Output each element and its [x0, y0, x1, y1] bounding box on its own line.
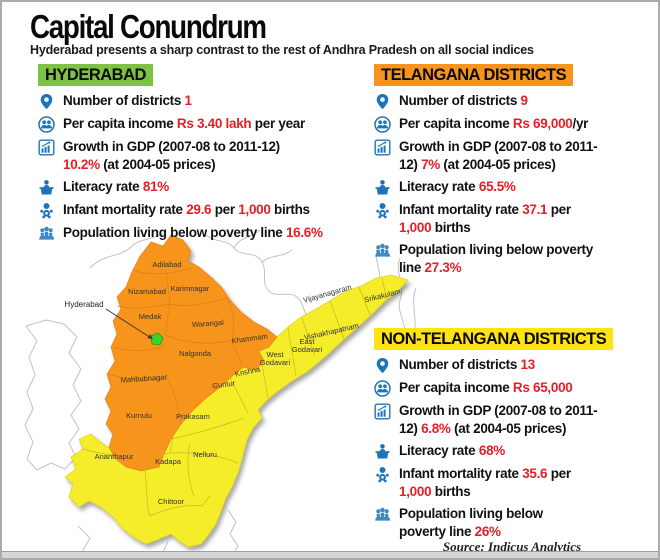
- stat-row: Literacy rate 81%: [38, 178, 360, 196]
- stat-row: Per capita income Rs 69,000/yr: [374, 115, 636, 133]
- stat-text: Population living below poverty line 26%: [399, 506, 543, 539]
- people-icon: [38, 116, 55, 133]
- literacy-icon: [374, 179, 391, 196]
- population-icon: [374, 242, 391, 259]
- population-icon: [38, 225, 55, 242]
- stat-row: Literacy rate 68%: [374, 442, 650, 460]
- district-label: Adilabad: [152, 260, 181, 269]
- stat-text: Infant mortality rate 35.6 per 1,000 birt…: [399, 466, 571, 499]
- literacy-icon: [38, 179, 55, 196]
- section-hyderabad: HYDERABAD Number of districts 1 Per capit…: [38, 64, 360, 242]
- literacy-icon: [374, 443, 391, 460]
- page-subtitle: Hyderabad presents a sharp contrast to t…: [30, 43, 534, 57]
- stat-text: Growth in GDP (2007-08 to 2011-12) 10.2% …: [63, 139, 280, 172]
- section-non-telangana: NON-TELANGANA DISTRICTS Number of distri…: [374, 328, 650, 540]
- stat-text: Infant mortality rate 29.6 per 1,000 bir…: [63, 202, 310, 217]
- district-label: Kurnulu: [126, 411, 152, 420]
- hyderabad-callout: Hyderabad: [64, 300, 153, 339]
- section-header-telangana: TELANGANA DISTRICTS: [374, 64, 574, 86]
- hyderabad-callout-label: Hyderabad: [64, 300, 103, 309]
- telangana-region: [104, 234, 278, 472]
- stat-text: Literacy rate 81%: [63, 179, 169, 194]
- stat-text: Population living below poverty line 27.3…: [399, 242, 593, 275]
- stat-row: Number of districts 13: [374, 356, 650, 374]
- baby-icon: [38, 202, 55, 219]
- stat-row: Population living below poverty line 26%: [374, 505, 650, 540]
- stat-row: Growth in GDP (2007-08 to 2011- 12) 7% (a…: [374, 138, 636, 173]
- stat-row: Per capita income Rs 3.40 lakh per year: [38, 115, 360, 133]
- stat-text: Per capita income Rs 69,000/yr: [399, 116, 589, 131]
- hyderabad-city-region: [150, 332, 164, 346]
- stat-text: Per capita income Rs 65,000: [399, 380, 573, 395]
- district-label: Chittoor: [158, 497, 185, 506]
- stat-text: Population living below poverty line 16.…: [63, 225, 323, 240]
- baby-icon: [374, 202, 391, 219]
- stat-text: Growth in GDP (2007-08 to 2011- 12) 6.8% …: [399, 403, 598, 436]
- people-icon: [374, 116, 391, 133]
- stat-row: Number of districts 1: [38, 92, 360, 110]
- pin-icon: [374, 357, 391, 374]
- people-icon: [374, 380, 391, 397]
- chart-icon: [38, 139, 55, 156]
- telangana-district-borders: [108, 267, 244, 425]
- stat-rows: Number of districts 1 Per capita income R…: [38, 92, 360, 242]
- stat-text: Infant mortality rate 37.1 per 1,000 birt…: [399, 202, 571, 235]
- district-label: Nalgonda: [179, 349, 212, 358]
- bottom-border-strip: [2, 551, 658, 558]
- stat-row: Per capita income Rs 65,000: [374, 379, 650, 397]
- district-label: Prakasam: [176, 412, 210, 421]
- stat-rows: Number of districts 13 Per capita income …: [374, 356, 650, 540]
- stat-row: Infant mortality rate 37.1 per 1,000 birt…: [374, 201, 636, 236]
- stat-text: Number of districts 9: [399, 93, 528, 108]
- stat-text: Literacy rate 65.5%: [399, 179, 516, 194]
- stat-row: Growth in GDP (2007-08 to 2011- 12) 6.8% …: [374, 402, 650, 437]
- stat-text: Number of districts 13: [399, 357, 535, 372]
- district-label: Guntur: [212, 378, 236, 390]
- district-label: Kadapa: [155, 457, 182, 466]
- stat-row: Literacy rate 65.5%: [374, 178, 636, 196]
- source-note: Source: Indicus Analytics: [442, 539, 582, 554]
- neighbor-state-outlines: [24, 229, 417, 557]
- population-icon: [374, 506, 391, 523]
- district-label: Karimnagar: [171, 284, 210, 293]
- section-telangana: TELANGANA DISTRICTS Number of districts …: [374, 64, 636, 276]
- baby-icon: [374, 466, 391, 483]
- stat-rows: Number of districts 9 Per capita income R…: [374, 92, 636, 276]
- district-label: Nizamabad: [128, 287, 166, 296]
- stat-row: Infant mortality rate 35.6 per 1,000 birt…: [374, 465, 650, 500]
- district-label: West Godavari: [260, 350, 291, 367]
- section-header-hyderabad: HYDERABAD: [38, 64, 153, 86]
- stat-row: Population living below poverty line 27.3…: [374, 241, 636, 276]
- stat-row: Number of districts 9: [374, 92, 636, 110]
- district-label: Mahbubnagar: [120, 372, 167, 384]
- andhra-pradesh-map: Hyderabad Adilabad Nizamabad Karimnagar Med…: [24, 229, 417, 557]
- district-label: Medak: [139, 312, 162, 321]
- stat-text: Literacy rate 68%: [399, 443, 505, 458]
- district-labels: Adilabad Nizamabad Karimnagar Medak Warangal…: [95, 260, 402, 506]
- pin-icon: [374, 93, 391, 110]
- chart-icon: [374, 403, 391, 420]
- district-label: Nelluru: [193, 450, 217, 459]
- section-header-non-telangana: NON-TELANGANA DISTRICTS: [374, 328, 614, 350]
- stat-row: Infant mortality rate 29.6 per 1,000 bir…: [38, 201, 360, 219]
- district-label: Warangal: [192, 318, 225, 329]
- district-label: Ananthapur: [95, 452, 134, 461]
- stat-row: Growth in GDP (2007-08 to 2011-12) 10.2% …: [38, 138, 360, 173]
- stat-text: Growth in GDP (2007-08 to 2011- 12) 7% (a…: [399, 139, 598, 172]
- chart-icon: [374, 139, 391, 156]
- stat-row: Population living below poverty line 16.…: [38, 224, 360, 242]
- district-label: East Godavari: [292, 337, 323, 354]
- pin-icon: [38, 93, 55, 110]
- non-telangana-district-borders: [82, 277, 388, 517]
- stat-text: Number of districts 1: [63, 93, 192, 108]
- stat-text: Per capita income Rs 3.40 lakh per year: [63, 116, 305, 131]
- page-title: Capital Conundrum: [30, 8, 267, 45]
